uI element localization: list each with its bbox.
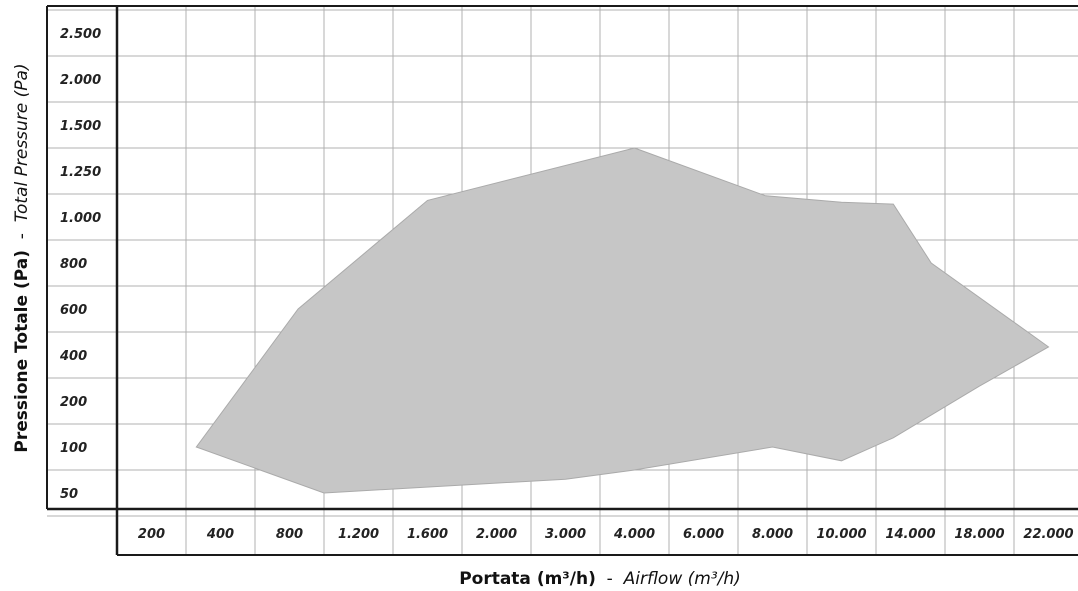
- x-tick-label: 1.200: [338, 527, 379, 542]
- x-axis-tick-labels: 200 400 800 1.200 1.600 2.000 3.000 4.000 6.000 8…: [138, 527, 1074, 542]
- y-tick-label: 100: [60, 441, 87, 456]
- y-tick-label: 1.500: [60, 119, 101, 134]
- y-axis-title-separator: -: [12, 228, 32, 245]
- y-axis-tick-labels: 2.500 2.000 1.500 1.250 1.000 800 600 400 200 100…: [59, 27, 101, 502]
- x-tick-label: 8.000: [752, 527, 793, 542]
- x-tick-label: 10.000: [816, 527, 866, 542]
- y-axis-title: Pressione Totale (Pa) - Total Pressure (…: [12, 63, 32, 452]
- x-tick-label: 6.000: [683, 527, 724, 542]
- y-tick-label: 400: [59, 349, 87, 364]
- x-tick-label: 200: [138, 527, 165, 542]
- x-axis-title-main: Portata (m³/h): [459, 569, 596, 589]
- y-tick-label: 50: [60, 487, 78, 502]
- y-tick-label: 200: [60, 395, 87, 410]
- x-axis-title-english: Airflow (m³/h): [623, 569, 741, 589]
- y-axis-title-main: Pressione Totale (Pa): [12, 250, 32, 453]
- operating-range-area: [195, 147, 1050, 494]
- y-tick-label: 2.500: [60, 27, 101, 42]
- y-axis-title-english: Total Pressure (Pa): [12, 63, 32, 222]
- x-tick-label: 14.000: [885, 527, 935, 542]
- x-axis-title: Portata (m³/h) - Airflow (m³/h): [459, 569, 741, 589]
- x-tick-label: 1.600: [407, 527, 448, 542]
- y-tick-label: 2.000: [60, 73, 101, 88]
- y-tick-label: 800: [60, 257, 87, 272]
- x-axis-title-separator: -: [601, 569, 618, 589]
- y-tick-label: 600: [60, 303, 87, 318]
- x-tick-label: 4.000: [613, 527, 655, 542]
- axis-frame: [46, 5, 1078, 556]
- x-tick-label: 2.000: [476, 527, 517, 542]
- x-tick-label: 3.000: [545, 527, 586, 542]
- y-tick-label: 1.250: [60, 165, 101, 180]
- x-tick-label: 800: [276, 527, 303, 542]
- x-tick-label: 400: [206, 527, 234, 542]
- x-tick-label: 18.000: [954, 527, 1004, 542]
- y-tick-label: 1.000: [60, 211, 101, 226]
- x-tick-label: 22.000: [1023, 527, 1073, 542]
